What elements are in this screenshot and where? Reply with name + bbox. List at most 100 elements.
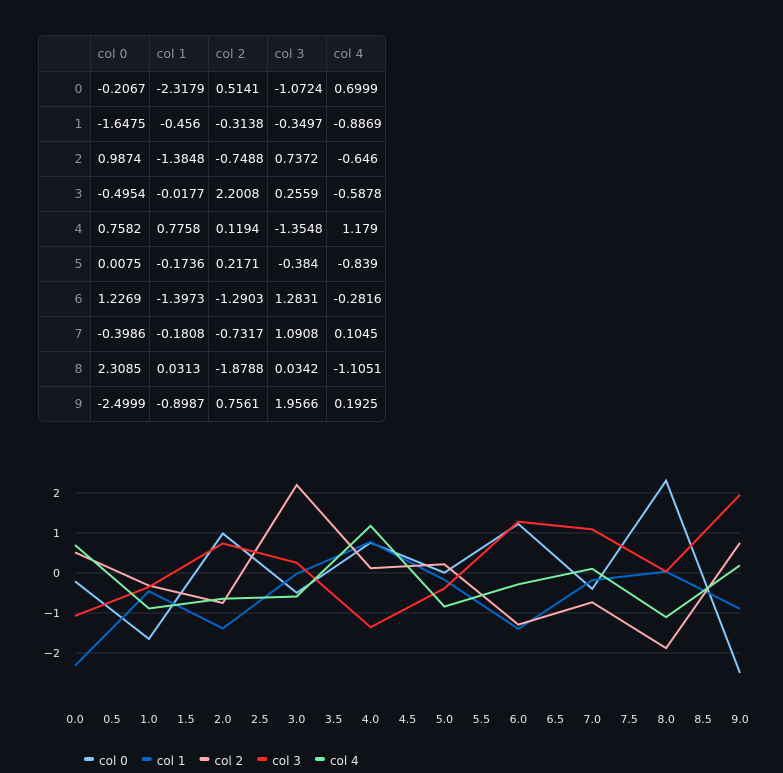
legend-label: col 2 — [214, 754, 243, 768]
table-cell[interactable]: -0.3138 — [208, 106, 268, 142]
row-index: 1 — [39, 106, 91, 142]
x-tick-label: 5.5 — [473, 713, 491, 726]
table-cell[interactable]: -2.3179 — [149, 71, 209, 107]
table-cell[interactable]: 1.2269 — [90, 281, 150, 317]
table-row: 2 0.9874 -1.3848 -0.7488 0.7372 -0.646 — [39, 141, 385, 177]
column-header[interactable]: col 0 — [90, 36, 150, 72]
table-cell[interactable]: 0.1194 — [208, 211, 268, 247]
x-tick-label: 8.5 — [694, 713, 712, 726]
column-header[interactable]: col 2 — [208, 36, 268, 72]
table-cell[interactable]: 0.0342 — [267, 351, 327, 387]
table-cell[interactable]: -0.839 — [326, 246, 385, 282]
x-tick-label: 7.0 — [583, 713, 601, 726]
table-cell[interactable]: -1.2903 — [208, 281, 268, 317]
table-row: 4 0.7582 0.7758 0.1194 -1.3548 1.179 — [39, 211, 385, 247]
table-cell[interactable]: 0.9874 — [90, 141, 150, 177]
x-tick-label: 2.5 — [251, 713, 269, 726]
table-row: 1 -1.6475 -0.456 -0.3138 -0.3497 -0.8869 — [39, 106, 385, 142]
table-cell[interactable]: 1.9566 — [267, 386, 327, 421]
table-row: 8 2.3085 0.0313 -1.8788 0.0342 -1.1051 — [39, 351, 385, 387]
table-cell[interactable]: -1.3548 — [267, 211, 327, 247]
table-cell[interactable]: 1.179 — [326, 211, 385, 247]
table-row: 6 1.2269 -1.3973 -1.2903 1.2831 -0.2816 — [39, 281, 385, 317]
x-tick-label: 2.0 — [214, 713, 232, 726]
x-tick-label: 3.0 — [288, 713, 306, 726]
table-cell[interactable]: -0.384 — [267, 246, 327, 282]
table-cell[interactable]: -0.7317 — [208, 316, 268, 352]
row-index: 5 — [39, 246, 91, 282]
y-tick-label: 1 — [53, 527, 60, 540]
table-cell[interactable]: -1.6475 — [90, 106, 150, 142]
y-tick-label: −2 — [44, 647, 60, 660]
x-tick-label: 0.0 — [66, 713, 84, 726]
row-index: 3 — [39, 176, 91, 212]
legend-swatch — [314, 757, 325, 761]
index-header[interactable] — [39, 36, 91, 72]
table-cell[interactable]: 0.0075 — [90, 246, 150, 282]
table-cell[interactable]: 0.7582 — [90, 211, 150, 247]
x-tick-label: 0.5 — [103, 713, 121, 726]
series-line — [74, 540, 741, 667]
y-tick-label: 2 — [53, 487, 60, 500]
table-row: 3 -0.4954 -0.0177 2.2008 0.2559 -0.5878 — [39, 176, 385, 212]
table-cell[interactable]: 0.7372 — [267, 141, 327, 177]
x-tick-label: 6.0 — [510, 713, 528, 726]
legend-swatch — [84, 757, 94, 761]
table-cell[interactable]: -0.8869 — [326, 106, 385, 142]
table-cell[interactable]: -0.456 — [149, 106, 209, 142]
table-cell[interactable]: -0.3986 — [90, 316, 150, 352]
x-tick-label: 1.5 — [177, 713, 195, 726]
table-cell[interactable]: 1.0908 — [267, 316, 327, 352]
x-tick-label: 4.0 — [362, 713, 380, 726]
x-tick-label: 3.5 — [325, 713, 343, 726]
table-cell[interactable]: -0.646 — [326, 141, 385, 177]
table-cell[interactable]: 0.2171 — [208, 246, 268, 282]
table-cell[interactable]: -2.4999 — [90, 386, 150, 421]
table-cell[interactable]: -0.2816 — [326, 281, 385, 317]
table-cell[interactable]: -0.5878 — [326, 176, 385, 212]
table-row: 7 -0.3986 -0.1808 -0.7317 1.0908 0.1045 — [39, 316, 385, 352]
table-cell[interactable]: 0.7758 — [149, 211, 209, 247]
table-cell[interactable]: 0.0313 — [149, 351, 209, 387]
row-index: 8 — [39, 351, 91, 387]
x-tick-label: 6.5 — [547, 713, 565, 726]
table-cell[interactable]: 0.1925 — [334, 396, 378, 412]
table-cell[interactable]: -0.1808 — [149, 316, 209, 352]
legend-label: col 3 — [272, 754, 301, 768]
table-cell[interactable]: 0.7561 — [208, 386, 268, 421]
column-header[interactable]: col 4 — [326, 36, 385, 72]
data-table[interactable]: col 0 col 1 col 2 col 3 col 4 0 -0.2067 -2.317… — [38, 35, 386, 422]
table-cell[interactable]: 0.6999 — [326, 71, 385, 107]
table-cell[interactable]: -1.3973 — [149, 281, 209, 317]
table-cell[interactable]: -1.3848 — [149, 141, 209, 177]
table-cell[interactable]: -0.4954 — [90, 176, 150, 212]
table-cell[interactable]: -1.8788 — [208, 351, 268, 387]
column-header[interactable]: col 3 — [267, 36, 327, 72]
row-index: 7 — [39, 316, 91, 352]
legend-label: col 4 — [330, 754, 359, 768]
table-cell[interactable]: -0.2067 — [90, 71, 150, 107]
table-cell[interactable]: -0.0177 — [149, 176, 209, 212]
line-chart[interactable]: 2 1 0 −1 −2 0.0 0.5 1.0 1.5 2.0 2.5 3.0 3.5 4.0 4.5 5.0… — [0, 440, 783, 773]
table-cell[interactable]: -1.0724 — [267, 71, 327, 107]
table-cell[interactable]: 2.3085 — [90, 351, 150, 387]
legend-swatch — [257, 757, 268, 761]
table-cell[interactable]: 0.1045 — [326, 316, 385, 352]
legend-swatch — [199, 757, 210, 761]
table-cell[interactable]: 1.2831 — [267, 281, 327, 317]
table-cell[interactable]: -0.3497 — [267, 106, 327, 142]
table-row: 5 0.0075 -0.1736 0.2171 -0.384 -0.839 — [39, 246, 385, 282]
series-line — [74, 478, 741, 674]
column-header[interactable]: col 1 — [149, 36, 209, 72]
table-cell[interactable]: -0.7488 — [208, 141, 268, 177]
row-index: 2 — [39, 141, 91, 177]
table-row: 0 -0.2067 -2.3179 0.5141 -1.0724 0.6999 — [39, 71, 385, 107]
table-cell[interactable]: 0.5141 — [208, 71, 268, 107]
table-cell[interactable]: -1.1051 — [326, 351, 385, 387]
table-cell[interactable]: -0.8987 — [149, 386, 209, 421]
legend-swatch — [141, 757, 152, 761]
table-cell[interactable]: -0.1736 — [149, 246, 209, 282]
table-cell[interactable]: 2.2008 — [208, 176, 268, 212]
table-cell[interactable]: 0.2559 — [267, 176, 327, 212]
row-index: 9 — [39, 386, 91, 421]
